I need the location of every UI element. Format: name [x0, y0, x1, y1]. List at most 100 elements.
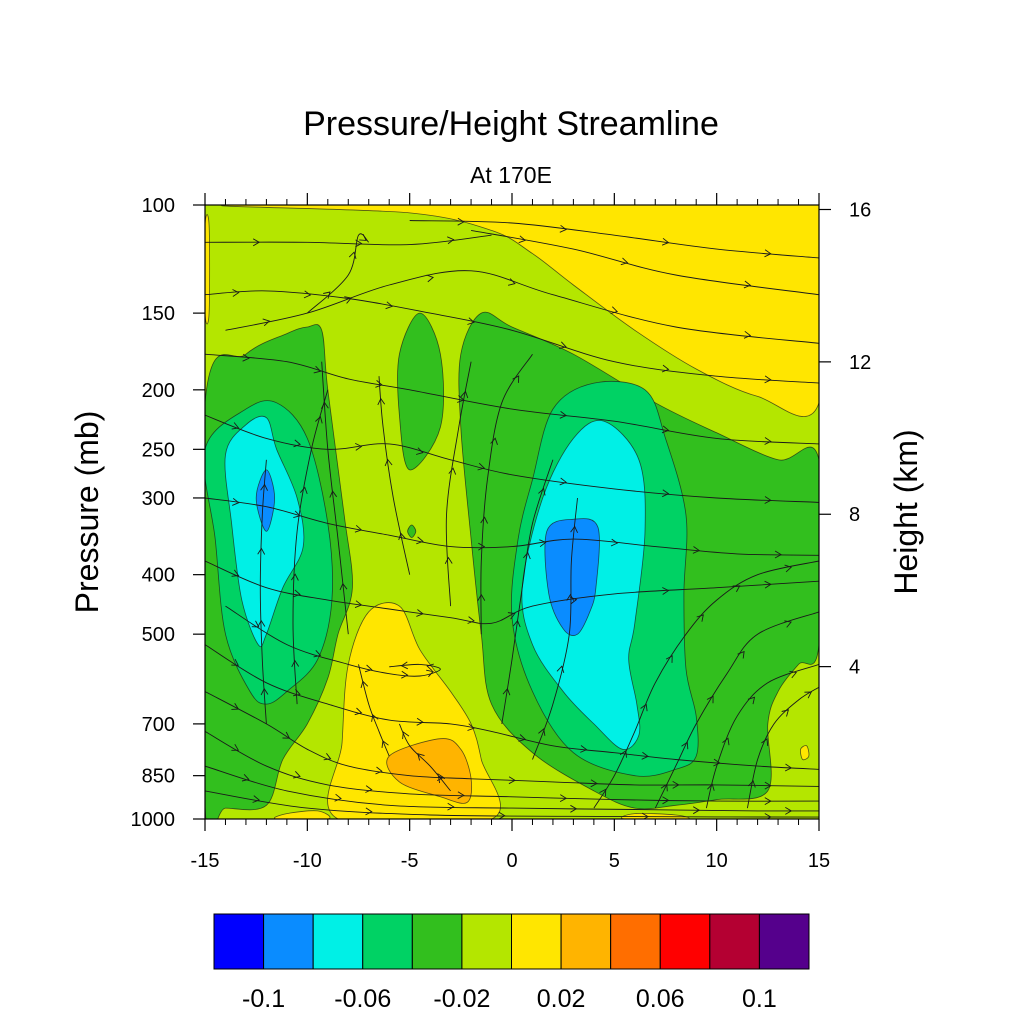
streamline-arrow: [371, 714, 379, 722]
streamline-arrow: [662, 796, 670, 805]
streamline-path: [532, 497, 578, 760]
colorbar-box: [362, 913, 413, 970]
streamline-16: [593, 560, 819, 809]
streamline-arrow: [260, 687, 269, 696]
streamline-arrow: [570, 525, 579, 533]
colorbar-box: [758, 913, 810, 970]
streamline-arrow: [498, 811, 506, 819]
streamline-arrow: [477, 462, 486, 471]
streamline-17: [654, 611, 819, 809]
streamline-21: [501, 459, 554, 724]
streamline-2: [409, 217, 819, 259]
streamline-arrow: [764, 437, 772, 445]
streamline-arrow: [785, 807, 793, 815]
streamline-arrow: [252, 795, 260, 803]
y-axis-label: Pressure (mb): [69, 411, 105, 614]
colorbar-label: 0.06: [636, 985, 685, 1013]
streamline-18: [705, 663, 819, 809]
streamline-arrow: [448, 467, 457, 475]
streamline-arrow: [467, 317, 475, 325]
y-tick-label: 200: [142, 380, 175, 402]
streamline-arrow: [231, 569, 240, 577]
streamline-arrow: [477, 593, 486, 601]
streamline-path: [501, 459, 554, 724]
streamline-arrow: [559, 794, 568, 802]
streamline-arrow: [764, 580, 772, 589]
streamline-arrow: [339, 582, 348, 591]
chart-subtitle: At 170E: [470, 162, 552, 188]
streamline-arrow: [381, 740, 389, 748]
contour-region-15: [544, 518, 600, 636]
streamline-arrow: [620, 257, 629, 266]
streamline-arrow: [784, 620, 792, 628]
streamline-arrow: [400, 661, 408, 670]
streamline-path: [205, 644, 819, 770]
streamline-arrow: [692, 546, 701, 554]
chart-title: Pressure/Height Streamline: [303, 105, 719, 143]
streamline-3: [471, 229, 819, 296]
colorbar-label: -0.06: [334, 985, 391, 1013]
streamline-20: [532, 497, 579, 760]
streamline-arrow: [437, 775, 446, 784]
streamline-path: [205, 353, 819, 445]
streamline-arrow: [377, 397, 386, 406]
streamline-arrow: [672, 781, 680, 789]
streamline-arrow: [507, 278, 516, 286]
streamline-arrow: [313, 365, 322, 374]
streamline-27: [444, 361, 472, 607]
streamline-arrow: [354, 524, 363, 533]
streamline-arrow: [426, 663, 434, 672]
streamline-arrow: [706, 695, 714, 704]
streamline-arrow: [580, 745, 588, 753]
streamline-arrow: [242, 353, 250, 362]
right-tick-label: 16: [849, 199, 871, 221]
x-tick-label: -15: [191, 850, 220, 872]
y-tick-label: 400: [142, 565, 175, 587]
streamline-arrow: [665, 655, 673, 663]
streamline-arrow: [348, 251, 357, 260]
x-tick-label: 5: [609, 850, 620, 872]
streamline-arrow: [661, 237, 670, 246]
streamline-25: [320, 361, 349, 635]
streamline-arrow: [784, 564, 793, 573]
streamline-arrow: [416, 536, 424, 545]
colorbar-label: -0.02: [433, 985, 490, 1013]
streamline-arrow: [241, 773, 250, 782]
streamline-arrow: [610, 306, 619, 314]
streamline-26: [377, 376, 411, 575]
colorbar-box: [411, 913, 463, 970]
streamline-arrow: [323, 753, 332, 761]
streamline-arrow: [761, 738, 769, 746]
colorbar-label: 0.1: [742, 985, 777, 1013]
streamline-path: [292, 389, 329, 705]
y-tick-label: 500: [142, 624, 175, 646]
streamline-arrow: [523, 551, 531, 560]
streamline-6: [205, 353, 819, 445]
streamlines: [205, 217, 819, 819]
streamline-arrow: [303, 290, 312, 299]
streamline-arrow: [661, 425, 670, 434]
contour-region-14: [255, 469, 276, 532]
streamline-path: [205, 731, 819, 802]
streamline-arrow: [375, 766, 383, 775]
streamline-arrow: [737, 650, 745, 659]
streamline-arrow: [293, 770, 301, 779]
colorbar-box: [461, 913, 512, 970]
streamline-arrow: [365, 807, 373, 816]
streamline-path: [205, 765, 819, 812]
streamline-arrow: [444, 556, 453, 565]
streamline-arrow: [713, 758, 721, 767]
colorbar: -0.1 -0.06 -0.02 0.02 0.06 0.1: [213, 913, 810, 1013]
streamline-arrow: [457, 217, 465, 226]
streamline-arrow: [512, 619, 521, 628]
streamline-path: [205, 234, 492, 246]
x-tick-label: -5: [401, 850, 419, 872]
colorbar-box: [610, 913, 661, 970]
streamline-arrow: [260, 483, 269, 491]
streamline-arrow: [774, 550, 782, 559]
contour-region-3: [273, 810, 331, 819]
streamline-arrow: [641, 751, 649, 760]
streamline-path: [205, 414, 819, 503]
streamline-24: [291, 389, 329, 705]
streamline-path: [205, 691, 819, 787]
